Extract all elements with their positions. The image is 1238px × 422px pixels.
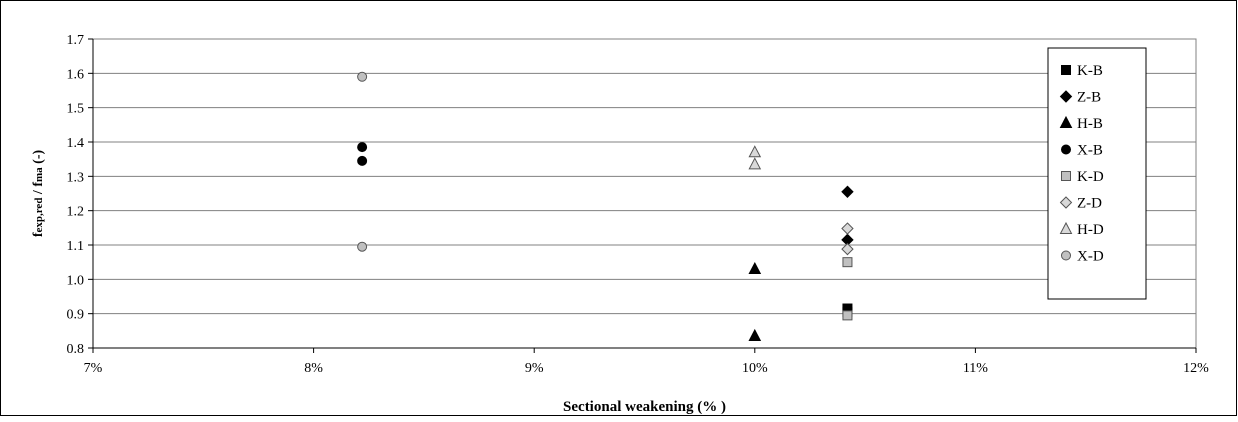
point-z-d [841, 242, 854, 256]
series-h-d [748, 145, 762, 170]
legend-marker [1059, 90, 1073, 103]
legend-item-k-d: K-D [1061, 169, 1104, 185]
point-z-d [841, 222, 854, 235]
y-axis-label-part: ma [33, 167, 45, 182]
series-x-d [357, 71, 368, 252]
x-axis-label: Sectional weakening (% ) [563, 399, 726, 415]
legend-marker [1061, 250, 1071, 261]
point-z-b [841, 185, 854, 198]
legend-item-z-b: Z-B [1059, 90, 1101, 106]
legend: K-B Z-B H-B X-B K-D Z-D H-D X-D [1047, 47, 1147, 300]
legend-label: X-D [1077, 249, 1104, 265]
y-tick-label: 1.3 [67, 170, 85, 185]
x-tick-label: 9% [525, 361, 544, 376]
y-tick-label: 0.8 [67, 342, 85, 357]
legend-label: Z-B [1077, 90, 1101, 106]
legend-marker [1061, 144, 1071, 155]
y-axis-label-part: / f [31, 182, 46, 198]
series-z-b [841, 185, 854, 247]
legend-item-k-b: K-B [1061, 63, 1103, 79]
point-x-d [357, 71, 368, 82]
y-tick-label: 1.5 [67, 102, 85, 117]
series-k-d [842, 257, 853, 321]
legend-item-z-d: Z-D [1059, 196, 1102, 212]
point-h-b [748, 328, 762, 341]
y-axis-label-part: (-) [31, 150, 46, 168]
legend-item-h-d: H-D [1059, 221, 1104, 238]
point-x-d [357, 241, 368, 252]
y-tick-label: 1.1 [67, 239, 85, 254]
legend-marker [1059, 115, 1073, 128]
legend-label: K-D [1077, 169, 1104, 185]
legend-label: H-D [1077, 222, 1104, 238]
series-z-d [841, 222, 854, 256]
x-tick-label: 11% [963, 361, 988, 376]
point-h-d [748, 157, 762, 170]
point-k-d [842, 310, 853, 321]
legend-marker [1061, 171, 1071, 181]
series-h-b [748, 261, 762, 341]
legend-label: H-B [1077, 116, 1103, 132]
legend-marker [1061, 65, 1071, 75]
legend-label: Z-D [1077, 196, 1102, 212]
legend-marker [1059, 221, 1073, 234]
point-k-d [842, 257, 853, 268]
point-h-b [748, 261, 762, 275]
axes: 0.8 0.9 1.0 1.1 1.2 1.3 1.4 1.5 1.6 1.7 7% 8% 9% 10% 1… [67, 33, 1210, 376]
x-tick-label: 7% [84, 361, 103, 376]
y-tick-label: 1.4 [67, 136, 85, 151]
y-axis-label-part: exp,red [33, 198, 45, 233]
y-tick-label: 1.0 [67, 273, 85, 288]
point-x-b [357, 142, 368, 153]
y-axis-label-part: f [31, 232, 46, 237]
point-x-b [357, 155, 368, 166]
x-tick-label: 10% [742, 361, 768, 376]
y-tick-label: 1.2 [67, 205, 85, 220]
point-h-d [748, 145, 762, 158]
legend-item-h-b: H-B [1059, 115, 1103, 132]
x-tick-label: 12% [1183, 361, 1209, 376]
series-x-b [357, 142, 368, 166]
legend-marker [1059, 196, 1073, 209]
legend-item-x-d: X-D [1061, 249, 1104, 265]
legend-item-x-b: X-B [1061, 143, 1103, 159]
y-tick-label: 1.7 [67, 33, 85, 48]
data-points [357, 71, 854, 341]
legend-label: K-B [1077, 63, 1103, 79]
y-tick-label: 1.6 [67, 67, 85, 82]
legend-label: X-B [1077, 143, 1103, 159]
y-tick-label: 0.9 [67, 308, 85, 323]
y-axis-label: fexp,red / fma (-) [31, 150, 46, 238]
x-tick-label: 8% [304, 361, 323, 376]
